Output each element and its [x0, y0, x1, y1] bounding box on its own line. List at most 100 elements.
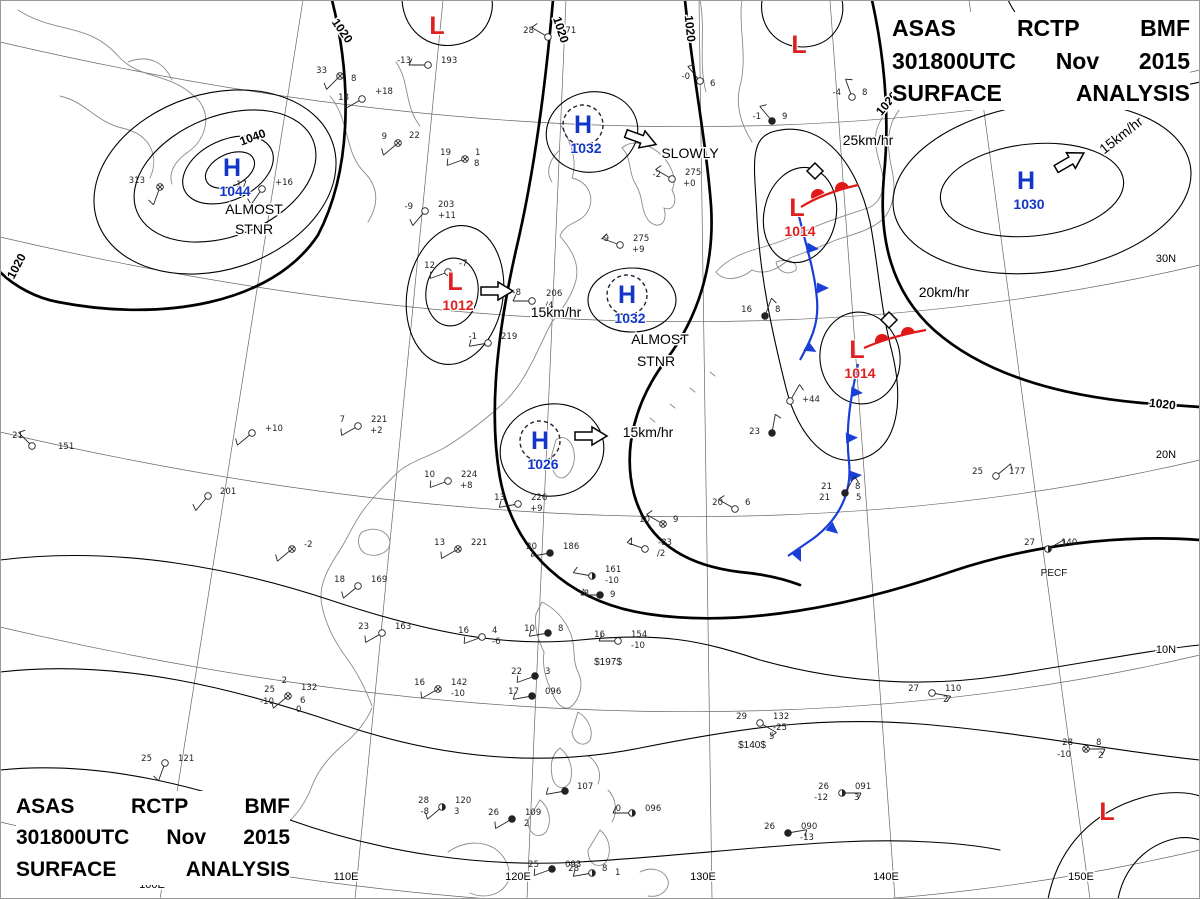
station-value: +0	[683, 179, 696, 189]
chart-type: SURFACE ANALYSIS	[16, 857, 290, 881]
movement-arrow-icon	[574, 425, 609, 447]
station-circle-icon	[544, 629, 552, 637]
isobar-closed	[405, 225, 505, 365]
station-value: 186	[563, 542, 579, 552]
wind-barb-tick	[192, 504, 197, 511]
movement-arrow-icon	[480, 280, 515, 302]
station-plot: 25 093	[528, 860, 581, 876]
annotation-text: ALMOST	[225, 201, 283, 217]
station-value: 221	[471, 538, 487, 548]
station-value: 17	[508, 687, 519, 697]
stationary-center-dashed-ring	[606, 274, 648, 316]
cold-front-triangle-icon	[849, 470, 862, 482]
isobar-closed	[819, 311, 901, 405]
station-plot: 17 096	[508, 687, 561, 700]
station-value: 26	[818, 782, 829, 792]
station-value: -13	[800, 833, 814, 843]
wind-barb-tick	[572, 566, 578, 573]
station-value: -17	[233, 180, 247, 190]
station-plot: 23 163	[358, 622, 411, 643]
station-value: +9	[632, 245, 645, 255]
isobar	[761, 0, 844, 48]
wind-barb-tick	[153, 775, 159, 782]
station-value: -10	[451, 689, 465, 699]
wind-barb-tick	[530, 549, 534, 557]
station-value: 23	[358, 622, 369, 632]
coastline	[548, 149, 561, 183]
station-value: 201	[220, 487, 236, 497]
station-value: 096	[545, 687, 561, 697]
coastline	[551, 437, 575, 479]
wind-barb-tick	[341, 591, 344, 599]
wind-barb-tick	[271, 701, 274, 709]
isobar-closed	[425, 257, 479, 327]
movement-arrow-icon	[1053, 151, 1086, 174]
coastline	[358, 528, 391, 556]
coastline	[737, 0, 753, 143]
pressure-value: 1032	[570, 140, 601, 156]
station-value: 177	[1009, 467, 1025, 477]
station-plot: 25 121	[141, 754, 194, 782]
annotation-text: 15km/hr	[623, 424, 674, 440]
coastline	[571, 711, 592, 745]
station-value: 0	[296, 705, 301, 715]
parallel-line	[0, 236, 1200, 323]
wind-barb-tick	[323, 82, 327, 90]
wind-barb-tick	[580, 588, 585, 596]
station-value: 2	[524, 819, 529, 829]
station-value: 206	[546, 289, 562, 299]
wind-barb-tick	[845, 78, 853, 81]
station-circle-icon	[358, 95, 366, 103]
station-value: 20	[526, 542, 537, 552]
chart-type: SURFACE ANALYSIS	[892, 80, 1190, 107]
station-value: 28	[568, 864, 579, 874]
station-value: 9	[673, 515, 678, 525]
station-circle-icon	[668, 175, 676, 183]
wind-barb-tick	[655, 165, 662, 170]
station-value: 1	[629, 538, 634, 548]
station-value: 10	[524, 624, 535, 634]
annotation-text: 25km/hr	[843, 132, 894, 148]
wind-barb-tick	[545, 787, 549, 795]
station-value: 16	[741, 305, 752, 315]
station-value: 226	[531, 493, 547, 503]
station-plot: 16 154-10	[594, 630, 647, 651]
station-half-cover-icon	[592, 572, 596, 580]
isobar-closed	[93, 89, 337, 275]
valid-time: 301800UTC Nov 2015	[16, 826, 290, 849]
wind-barb-tick	[247, 198, 252, 205]
isobar	[754, 128, 899, 461]
station-value: 193	[441, 56, 457, 66]
station-value: /2	[657, 549, 665, 559]
isobar	[1047, 792, 1200, 899]
wind-barb-tick	[857, 792, 862, 800]
warm-front-semicircle-icon	[811, 189, 825, 199]
wind-barb-tick	[1101, 748, 1106, 756]
station-value: 7	[340, 415, 345, 425]
wind-barb-tick	[440, 551, 442, 559]
wind-barb-tick	[1010, 463, 1013, 471]
station-plot: -2 275+0	[653, 165, 701, 189]
coastline	[639, 868, 669, 897]
isobar-closed	[499, 403, 605, 497]
station-circle-icon	[514, 500, 522, 508]
station-value: 23	[749, 427, 760, 437]
station-plot: 23	[749, 413, 782, 437]
annotation-text: STNR	[235, 221, 273, 237]
station-value: 25	[141, 754, 152, 764]
station-value: 121	[178, 754, 194, 764]
isobar-value-label: 1020	[550, 15, 572, 45]
wind-barb-tick	[1064, 539, 1066, 547]
wind-barb-tick	[420, 691, 422, 699]
warm-front-line	[800, 183, 859, 208]
coastline	[689, 387, 696, 393]
station-value: 10	[424, 470, 435, 480]
station-circle-icon	[484, 339, 492, 347]
meridian-line	[698, 0, 713, 899]
wind-barb-tick	[463, 636, 466, 644]
parallel-line	[0, 431, 1200, 518]
station-circle-icon	[784, 829, 792, 837]
